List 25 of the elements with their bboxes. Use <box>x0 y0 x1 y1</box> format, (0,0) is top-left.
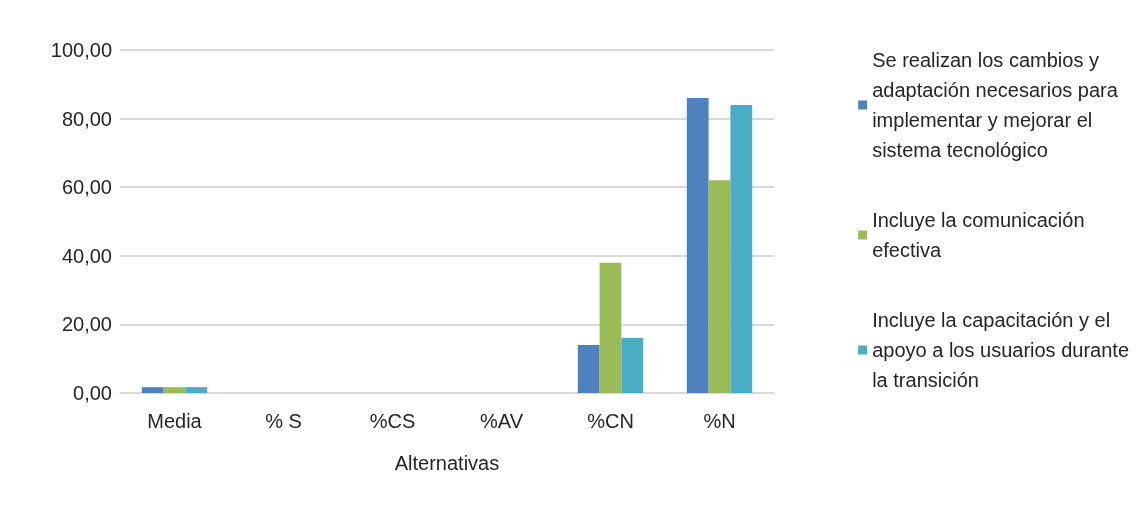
x-tick-label: %N <box>703 410 736 432</box>
bar <box>730 104 753 393</box>
x-tick-label: %CS <box>369 410 416 432</box>
legend-label: Incluye la comunicación efectiva <box>872 209 1085 261</box>
bar <box>163 387 186 393</box>
x-tick-label: %CN <box>587 410 634 432</box>
bar <box>599 262 622 393</box>
y-tick-label: 0,00 <box>73 382 112 404</box>
x-tick-label: %AV <box>480 410 524 432</box>
bar <box>686 98 709 393</box>
y-tick-label: 60,00 <box>61 176 112 199</box>
y-tick-label: 80,00 <box>61 107 112 130</box>
y-tick-label: 100,00 <box>50 39 112 61</box>
bar <box>708 180 731 393</box>
x-tick-label: Media <box>147 410 203 432</box>
y-tick-label: 20,00 <box>61 313 112 336</box>
y-tick-label: 40,00 <box>61 244 112 267</box>
x-tick-label: % S <box>265 410 302 432</box>
bar <box>141 387 164 393</box>
bar <box>185 387 208 393</box>
legend-label: Incluye la capacitación y el apoyo a los usuarios durante la transición <box>872 309 1130 391</box>
legend-label: Se realizan los cambios y adaptación necesarios para implementar y mejorar el sistema tecnológico <box>872 49 1119 161</box>
bar <box>621 338 644 393</box>
x-axis-title: Alternativas <box>394 452 500 474</box>
bar <box>577 344 600 393</box>
